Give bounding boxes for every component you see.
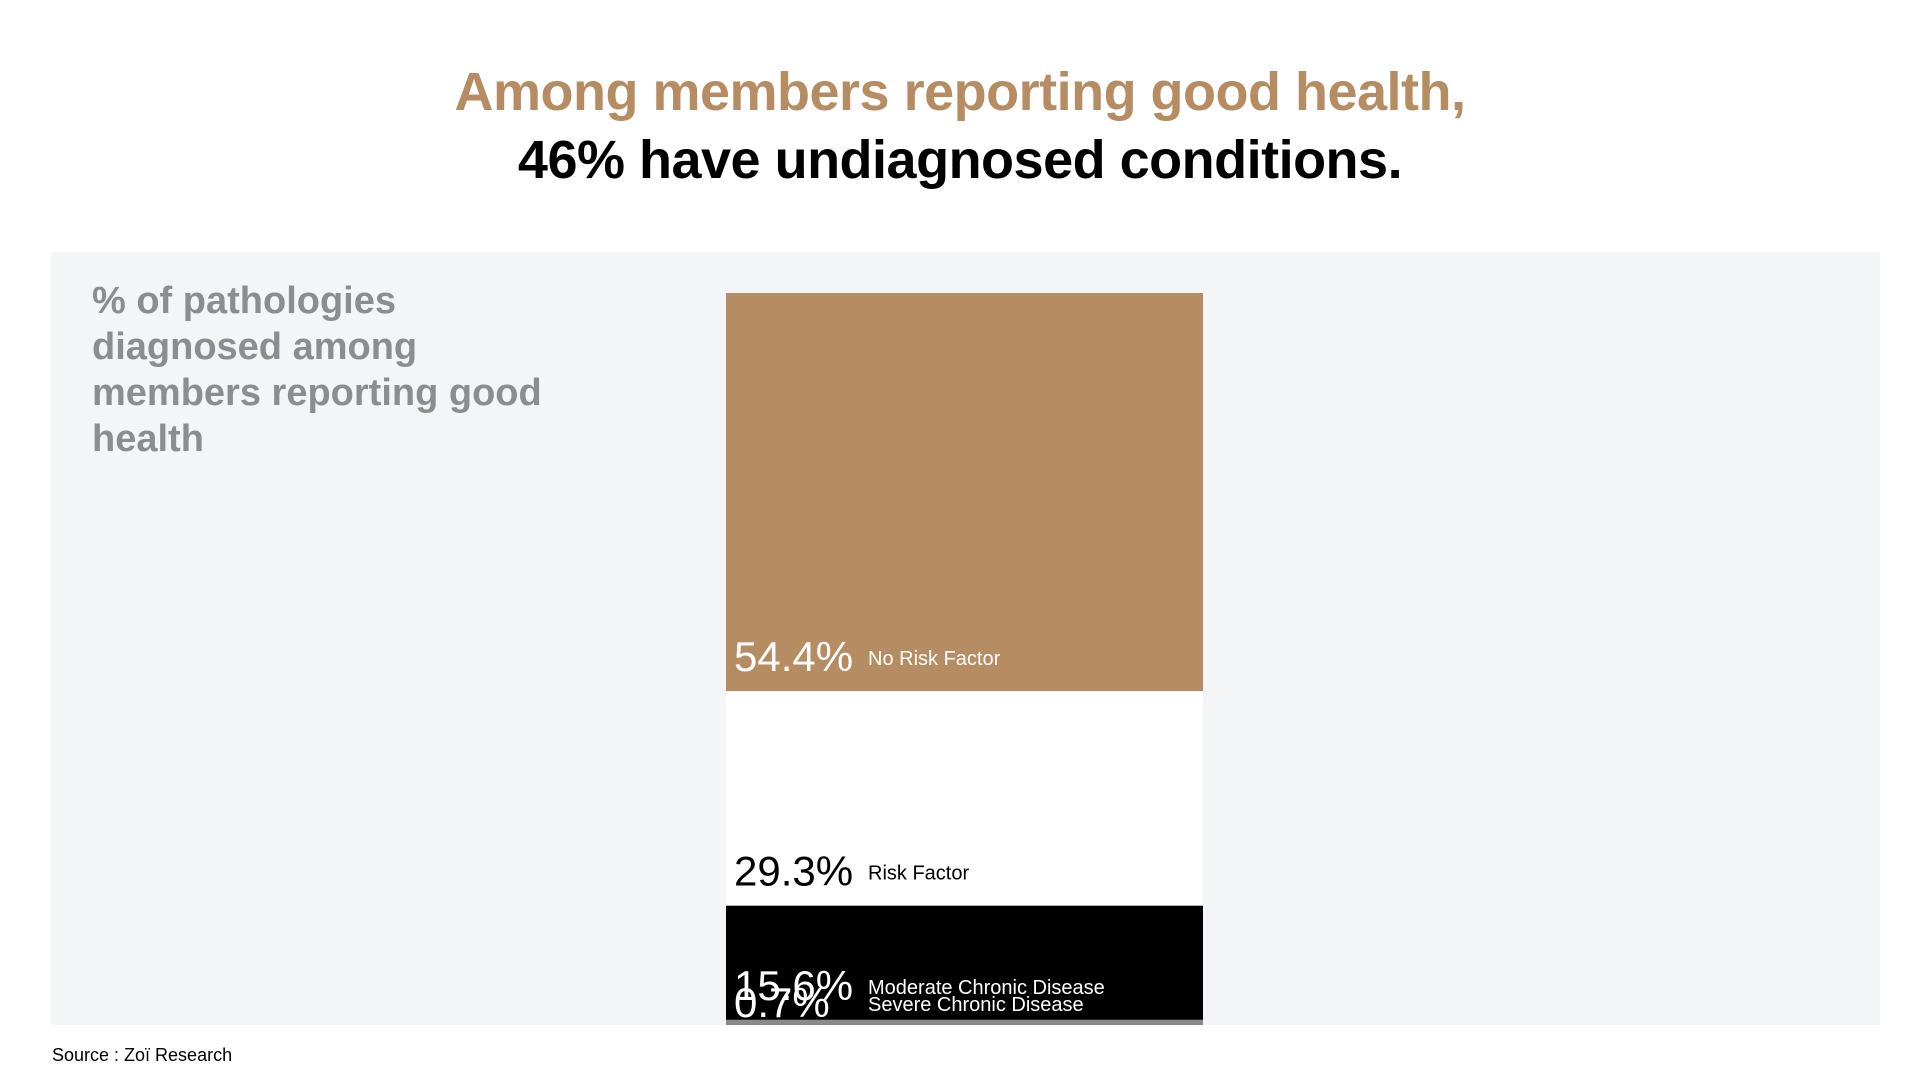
chart-title: Among members reporting good health, 46%… — [0, 58, 1920, 194]
source-note: Source : Zoï Research — [52, 1045, 233, 1065]
bar-segment-risk-factor — [726, 691, 1203, 906]
category-label-severe-chronic-disease: Severe Chronic Disease — [868, 994, 1084, 1016]
chart-subtitle: % of pathologies diagnosed among members… — [92, 280, 542, 460]
category-label-moderate-chronic-disease: Moderate Chronic Disease — [868, 977, 1105, 999]
title-line-1: Among members reporting good health, — [454, 62, 1466, 122]
bar-segment-moderate-chronic-disease — [726, 905, 1203, 1020]
value-label-severe-chronic-disease: 0.7% — [734, 979, 830, 1025]
value-label-no-risk-factor: 54.4% — [734, 633, 853, 680]
value-label-moderate-chronic-disease: 15.6% — [734, 962, 853, 1009]
value-label-risk-factor: 29.3% — [734, 848, 853, 895]
category-label-no-risk-factor: No Risk Factor — [868, 648, 1001, 670]
stacked-bar-chart: 54.4% No Risk Factor 29.3% Risk Factor 15.6%… — [726, 293, 1203, 1025]
bar-segment-no-risk-factor — [726, 293, 1203, 692]
category-label-risk-factor: Risk Factor — [868, 863, 969, 885]
title-line-2: 46% have undiagnosed conditions. — [517, 130, 1403, 190]
chart-panel: % of pathologies diagnosed among members… — [51, 252, 1880, 1025]
bar-segment-severe-chronic-disease — [726, 1019, 1203, 1025]
